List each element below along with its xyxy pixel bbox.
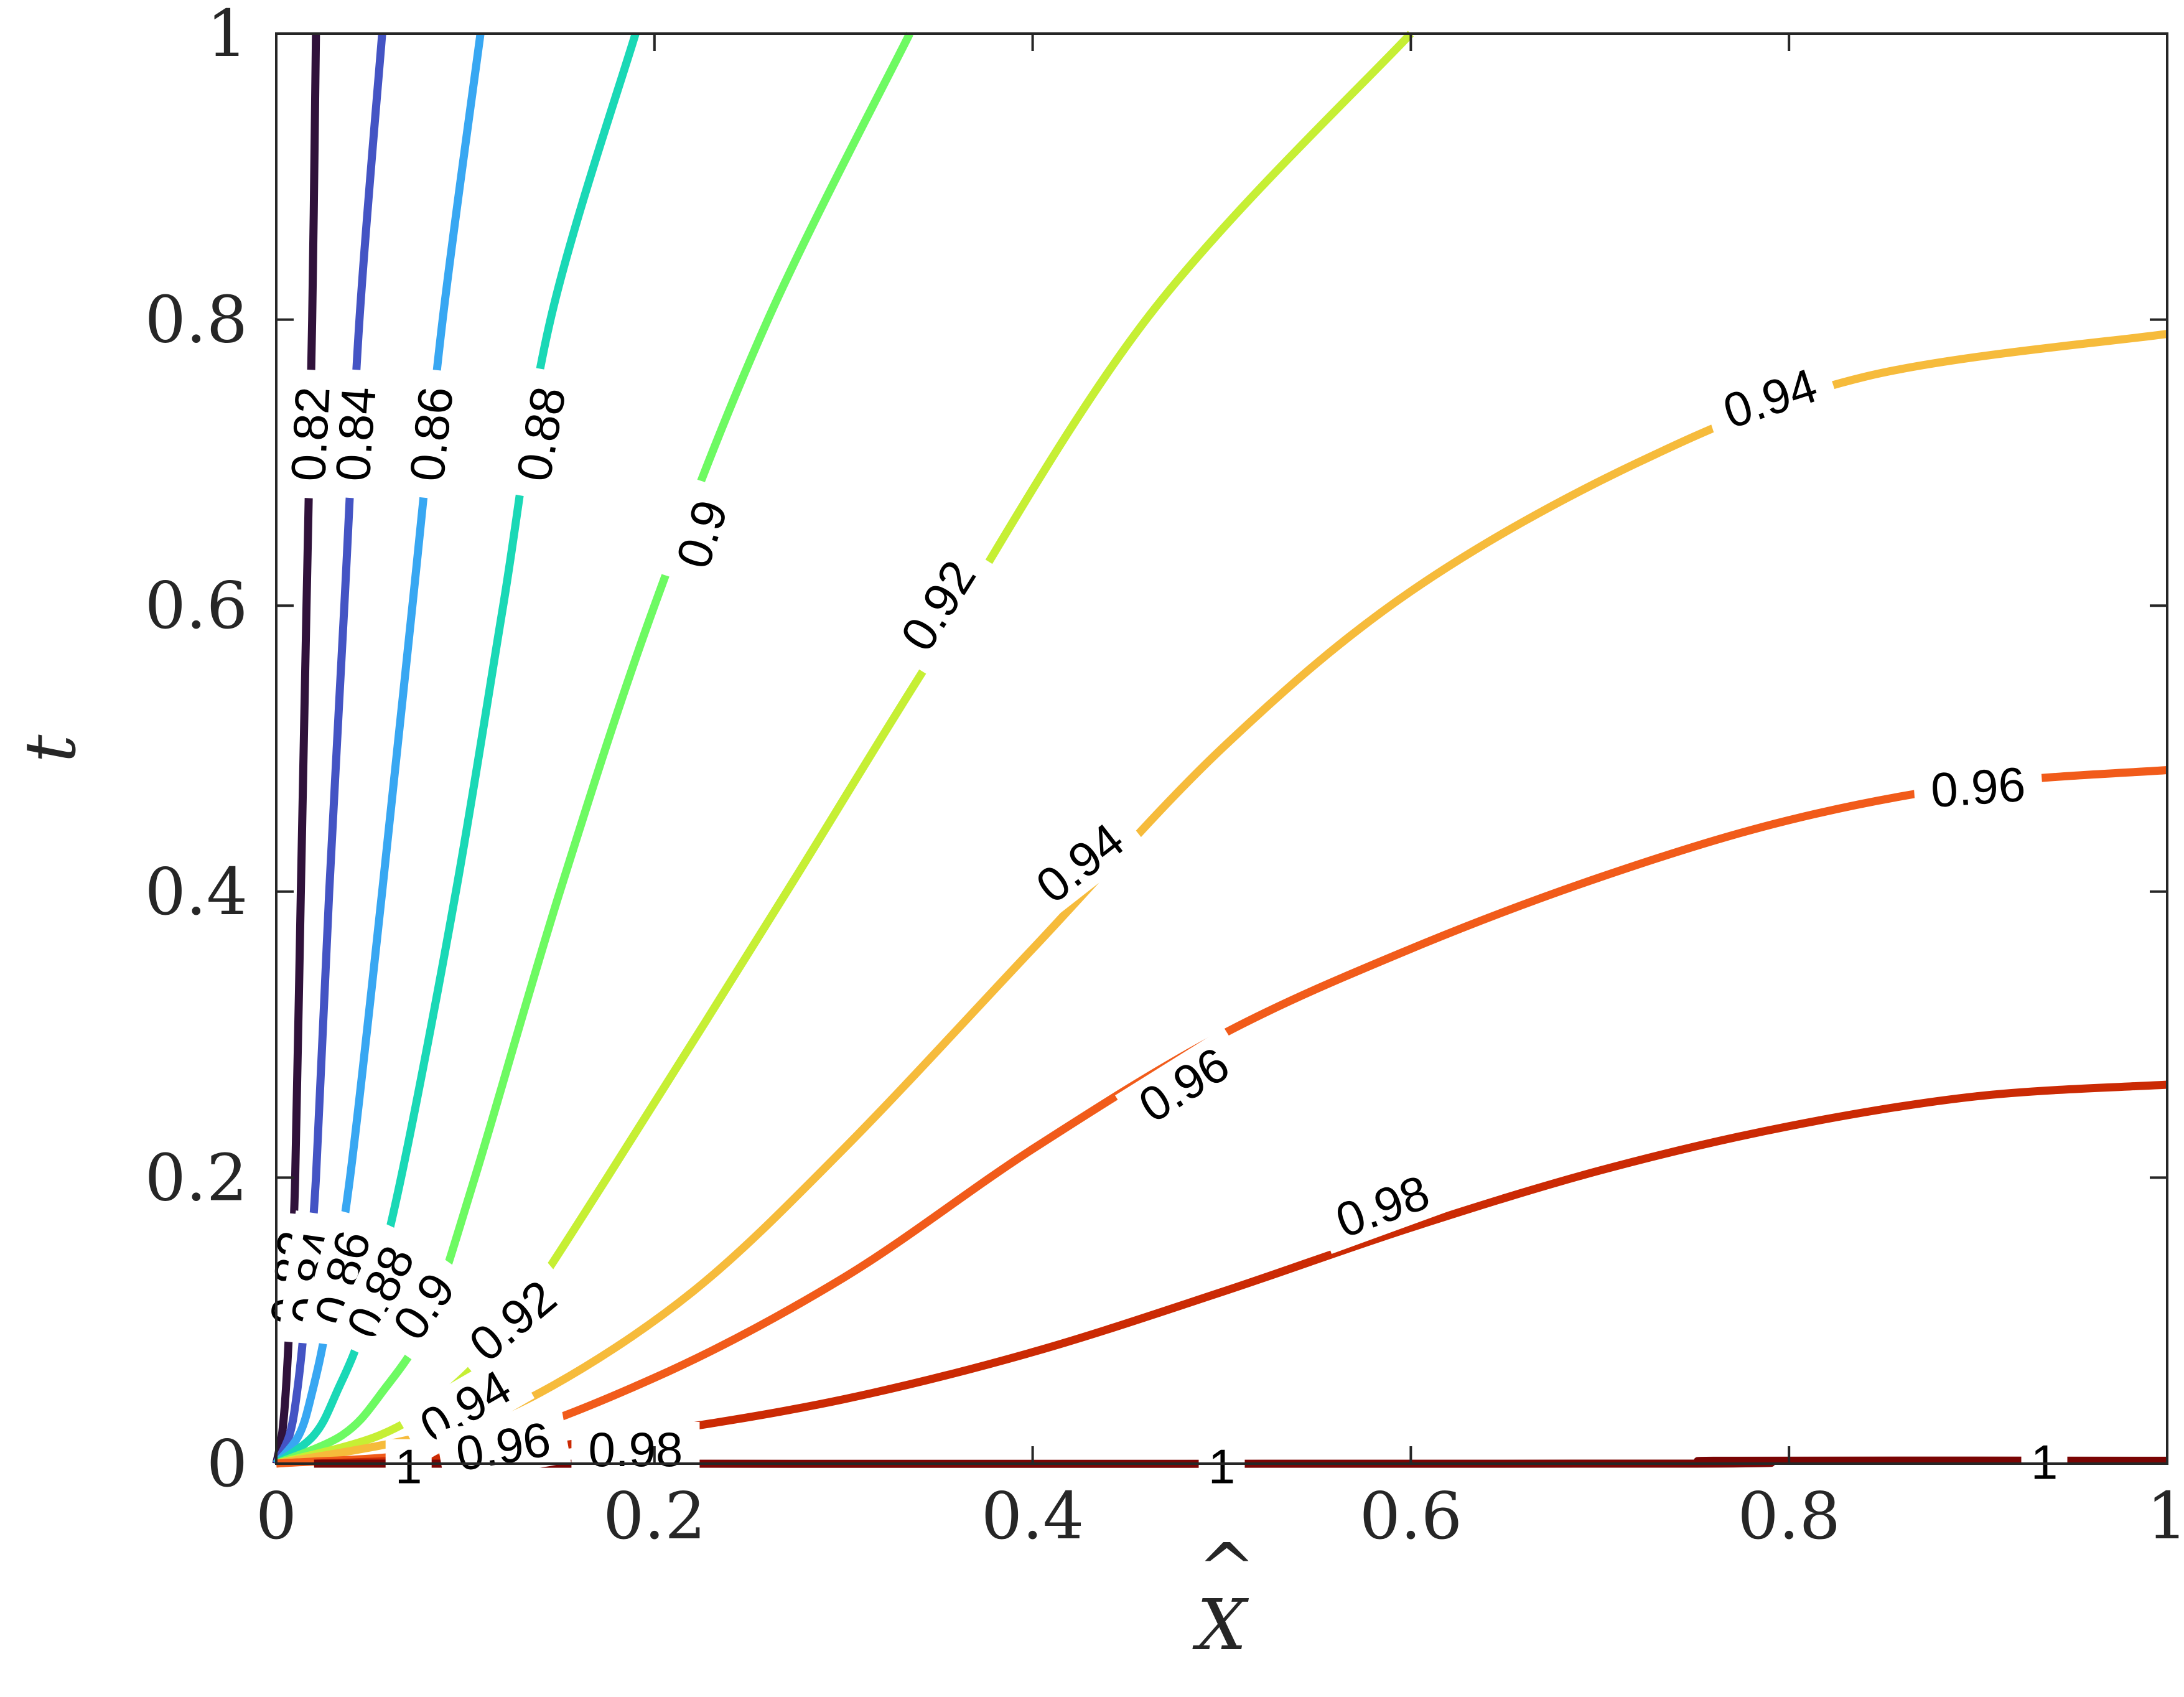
y-tick-label: 0.8	[145, 282, 248, 358]
y-tick-label: 0	[207, 1426, 248, 1502]
y-tick-label: 1	[207, 0, 248, 72]
contour-label-gap	[1701, 352, 1840, 444]
contour-label-gap	[1012, 802, 1147, 924]
x-axis-label: ^ X	[1192, 1529, 1256, 1666]
x-tick-label: 0.6	[1360, 1478, 1462, 1554]
contour-label-gap	[880, 536, 996, 675]
contour-label-text: 1	[395, 1439, 422, 1494]
contour-line-0.9	[274, 32, 913, 1467]
contour-label-gap	[1115, 1027, 1253, 1142]
contour-label-gap	[396, 1350, 535, 1462]
y-axis-label-accent: ^	[0, 722, 47, 780]
contour-label-text: 0.96	[1929, 757, 2027, 818]
contour-label-gap	[446, 1258, 580, 1383]
contour-label-gap	[571, 1422, 700, 1477]
y-axis-label-text: t	[11, 734, 91, 763]
y-tick-label: 0.2	[145, 1139, 248, 1215]
contour-label-gap	[660, 477, 744, 591]
contour-label-gap	[397, 367, 465, 501]
contour-labels: 0.820.820.840.840.860.860.880.880.90.90.…	[258, 352, 2068, 1494]
y-axis-label: ^ t	[0, 722, 91, 780]
x-tick-label: 0.2	[603, 1478, 706, 1554]
x-tick-label: 1	[2147, 1478, 2184, 1554]
contour-label-text: 0.86	[399, 384, 464, 484]
contour-label-gap	[279, 368, 342, 500]
x-tick-label: 0.8	[1737, 1478, 1840, 1554]
contour-label-gap	[2021, 1434, 2068, 1490]
x-axis-label-text: X	[1192, 1585, 1249, 1666]
axes-box	[275, 32, 2168, 1465]
contour-label-gap	[1312, 1158, 1452, 1254]
contour-label-0.86-0: 0.86	[397, 367, 465, 501]
contour-label-gap	[435, 1408, 571, 1485]
y-tick-label: 0.6	[145, 568, 248, 643]
contour-line-0.82	[272, 33, 320, 1465]
contour-line-0.84	[273, 33, 386, 1466]
y-tick-label: 0.4	[145, 854, 248, 930]
x-axis-label-accent: ^	[1198, 1529, 1256, 1610]
contour-label-1-2: 1	[385, 1439, 432, 1494]
contour-label-1-1: 1	[2021, 1434, 2068, 1490]
contour-label-text: 0.98	[588, 1422, 683, 1477]
x-tick-label: 0.4	[981, 1478, 1084, 1554]
contour-label-0.9-0: 0.9	[660, 477, 744, 591]
axis-ticks: 0 0.2 0.4 0.6 0.8 1 0 0.2 0.4 0.6 0.8 1	[145, 0, 2184, 1554]
contour-label-gap	[385, 1439, 432, 1494]
contour-label-gap	[503, 366, 579, 502]
contour-label-gap	[299, 1208, 386, 1347]
contour-label-0.84-0: 0.84	[324, 368, 388, 500]
contour-label-1-0: 1	[1198, 1439, 1245, 1494]
contour-label-text: 0.84	[325, 385, 386, 484]
contour-label-gap	[328, 1222, 432, 1362]
contour-label-gap	[324, 368, 388, 500]
x-tick-label: 0	[256, 1478, 297, 1554]
contour-label-gap	[1198, 1439, 1245, 1494]
contour-label-0.96-1: 0.96	[1912, 755, 2044, 820]
contour-label-gap	[372, 1249, 475, 1363]
contour-line-0.88	[274, 32, 640, 1467]
contour-label-gap	[1912, 755, 2044, 820]
contour-line-0.86	[273, 33, 485, 1467]
contour-label-text: 1	[1208, 1439, 1235, 1494]
contour-label-text: 1	[2031, 1435, 2058, 1490]
contour-label-0.98-1: 0.98	[571, 1422, 700, 1477]
